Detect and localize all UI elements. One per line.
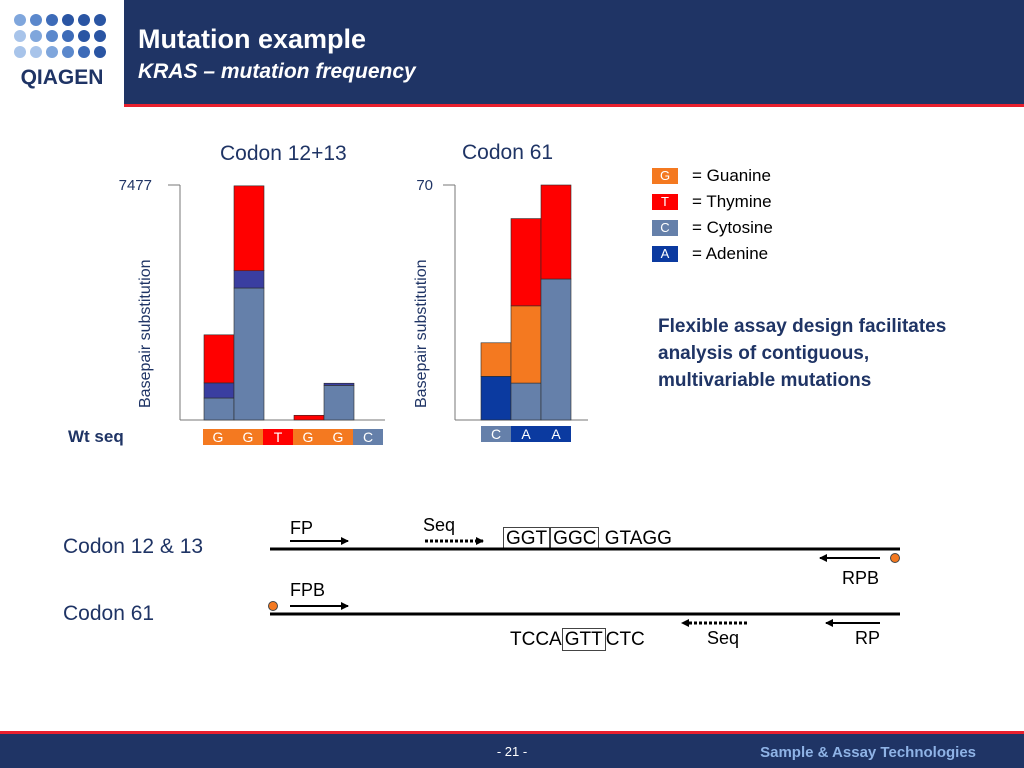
codon61-sequence: TCCA GTT CTC: [510, 628, 645, 651]
wt-base-g: G: [323, 429, 353, 445]
chart2-bar-segment-t: [510, 218, 542, 307]
chart2-bar-segment-g: [480, 342, 512, 377]
legend-label-a: = Adenine: [692, 244, 769, 263]
logo-dot: [94, 14, 106, 26]
logo-dot: [78, 46, 90, 58]
header-accent-line: [124, 104, 1024, 107]
legend-swatch-g: G: [652, 168, 678, 184]
fpb-probe-dot: [268, 601, 278, 611]
chart1-ymax-label: 7477: [118, 177, 152, 194]
legend-label-t: = Thymine: [692, 192, 772, 211]
fp-label: FP: [290, 518, 314, 538]
logo-dot: [62, 30, 74, 42]
wt-base-a: A: [541, 426, 571, 442]
footer-accent-line: [0, 731, 1024, 734]
chart2-bar-segment-t: [540, 184, 572, 280]
legend-swatch-a: A: [652, 246, 678, 262]
chart1-plot: [168, 184, 385, 421]
codon12-box: GGT: [503, 527, 551, 550]
logo: QIAGEN: [0, 0, 124, 104]
wt-base-g: G: [203, 429, 233, 445]
codon61-prefix: TCCA: [510, 629, 562, 650]
logo-dot: [62, 14, 74, 26]
codon12-sequence-rest: GTAGG: [604, 528, 672, 549]
codon12-sequence: GGT GGC GTAGG: [503, 527, 672, 550]
chart1-bar-segment-c: [233, 287, 265, 421]
fpb-label: FPB: [290, 580, 326, 600]
logo-dot: [94, 46, 106, 58]
codon61-suffix: CTC: [605, 629, 645, 650]
chart1-bar-segment-t: [233, 185, 265, 272]
chart2-bar-segment-c: [540, 278, 572, 421]
logo-dot: [62, 46, 74, 58]
logo-text: QIAGEN: [20, 66, 104, 89]
slide-title: Mutation example: [138, 24, 367, 54]
chart2-title: Codon 61: [462, 141, 554, 164]
logo-dot: [14, 30, 26, 42]
wt-base-g: G: [233, 429, 263, 445]
wt-base-g: G: [293, 429, 323, 445]
logo-dot: [46, 46, 58, 58]
codon12-row-label: Codon 12 & 13: [63, 535, 204, 558]
wt-base-t: T: [263, 429, 293, 445]
wt-base-c: C: [481, 426, 511, 442]
chart1-bar-segment-t: [203, 334, 235, 384]
logo-dot: [46, 14, 58, 26]
wt-seq-label: Wt seq: [68, 427, 124, 446]
footer-tagline: Sample & Assay Technologies: [760, 744, 976, 761]
seq-bottom-label: Seq: [707, 628, 740, 648]
wt-base-c: C: [353, 429, 383, 445]
legend-label-g: = Guanine: [692, 166, 771, 185]
wt-base-a: A: [511, 426, 541, 442]
page-number: - 21 -: [496, 744, 528, 759]
assay-note: Flexible assay design facilitates analys…: [658, 316, 947, 391]
logo-dot: [14, 46, 26, 58]
chart2-bar-segment-g: [510, 305, 542, 384]
rp-label: RP: [855, 628, 881, 648]
legend-label-c: = Cytosine: [692, 218, 773, 237]
logo-dot: [14, 14, 26, 26]
seq-top-label: Seq: [423, 515, 456, 535]
footer-bar: [0, 734, 1024, 768]
logo-dot: [46, 30, 58, 42]
chart2-bar-segment-a: [480, 376, 512, 421]
chart2-bar-segment-c: [510, 382, 542, 421]
codon61-row-label: Codon 61: [63, 602, 155, 625]
codon61-box: GTT: [561, 628, 606, 651]
header-bar: [0, 0, 1024, 104]
logo-dot: [78, 14, 90, 26]
logo-dot: [94, 30, 106, 42]
rpb-label: RPB: [842, 568, 880, 588]
chart2-ymax-label: 70: [416, 177, 433, 194]
chart2-plot: [443, 184, 588, 421]
chart1-bar-segment-a: [323, 382, 355, 386]
legend-swatch-t: T: [652, 194, 678, 210]
logo-dot: [78, 30, 90, 42]
legend-swatch-c: C: [652, 220, 678, 236]
logo-dot: [30, 30, 42, 42]
rpb-probe-dot: [890, 553, 900, 563]
logo-dot: [30, 46, 42, 58]
logo-dot: [30, 14, 42, 26]
slide-subtitle: KRAS – mutation frequency: [138, 60, 416, 83]
chart1-title: Codon 12+13: [220, 142, 347, 165]
chart1-bar-segment-c: [323, 385, 355, 421]
codon13-box: GGC: [550, 527, 600, 550]
